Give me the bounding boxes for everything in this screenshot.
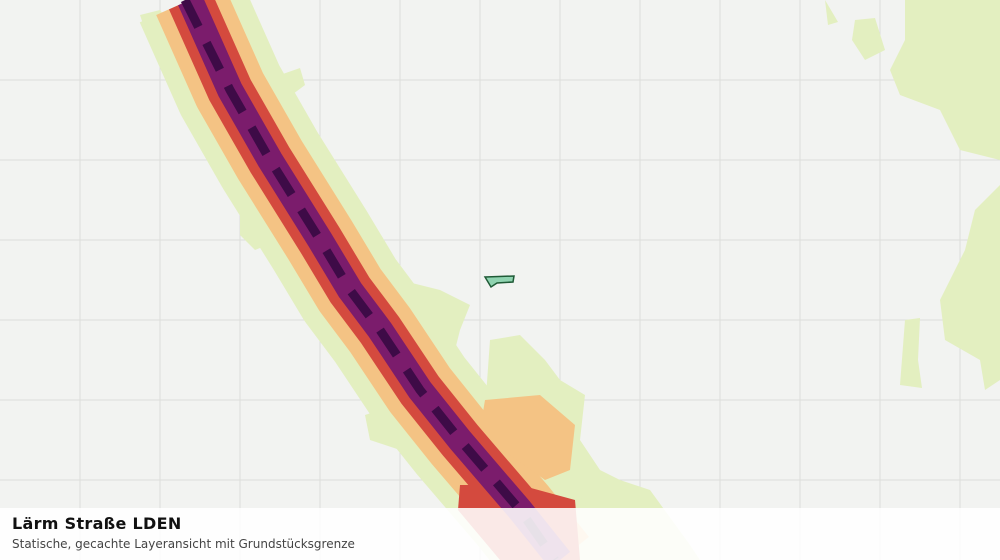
layer-subtitle: Statische, gecachte Layeransicht mit Gru…	[12, 537, 355, 551]
noise-zone-extreme	[180, 0, 559, 560]
layer-title: Lärm Straße LDEN	[12, 514, 182, 533]
caption-panel: Lärm Straße LDEN Statische, gecachte Lay…	[0, 508, 1000, 560]
noise-zone-medium	[480, 395, 575, 480]
parcel-boundary	[483, 275, 515, 289]
